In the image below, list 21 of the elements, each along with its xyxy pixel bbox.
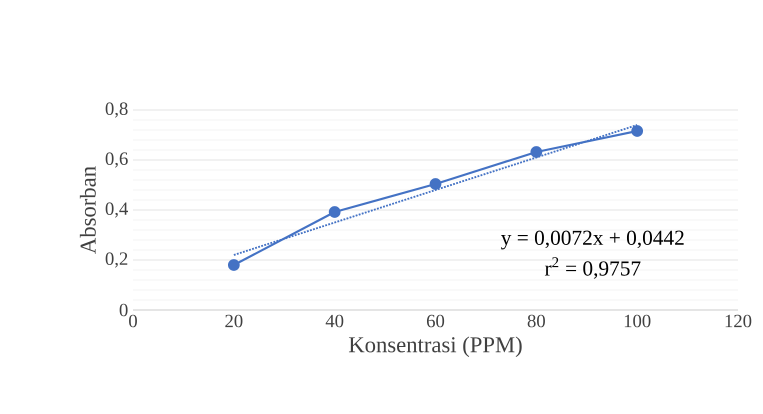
x-tick-label: 40 <box>326 314 344 328</box>
x-tick-label: 60 <box>426 314 444 328</box>
x-axis-title: Konsentrasi (PPM) <box>348 336 522 358</box>
y-tick-label: 0,8 <box>106 102 128 118</box>
y-tick-label: 0,4 <box>106 202 128 218</box>
point <box>530 146 542 158</box>
y-tick-label: 0,2 <box>106 252 128 268</box>
annotation: r$^{2}$ = 0,9757 <box>544 257 640 279</box>
y-tick-label: 0,6 <box>106 152 128 168</box>
point <box>430 178 442 190</box>
x-tick-label: 20 <box>225 314 242 328</box>
x-tick-label: 80 <box>528 314 545 328</box>
point <box>328 206 341 218</box>
y-axis-title: Absorban <box>80 166 96 254</box>
x-tick-label: 0 <box>129 314 137 328</box>
point <box>631 125 644 137</box>
x-tick-label: 120 <box>726 314 752 328</box>
annotation: y = 0,0072x + 0,0442 <box>501 230 684 250</box>
point <box>228 259 240 271</box>
y-tick-label: 0 <box>120 304 128 316</box>
x-tick-label: 100 <box>624 314 650 328</box>
